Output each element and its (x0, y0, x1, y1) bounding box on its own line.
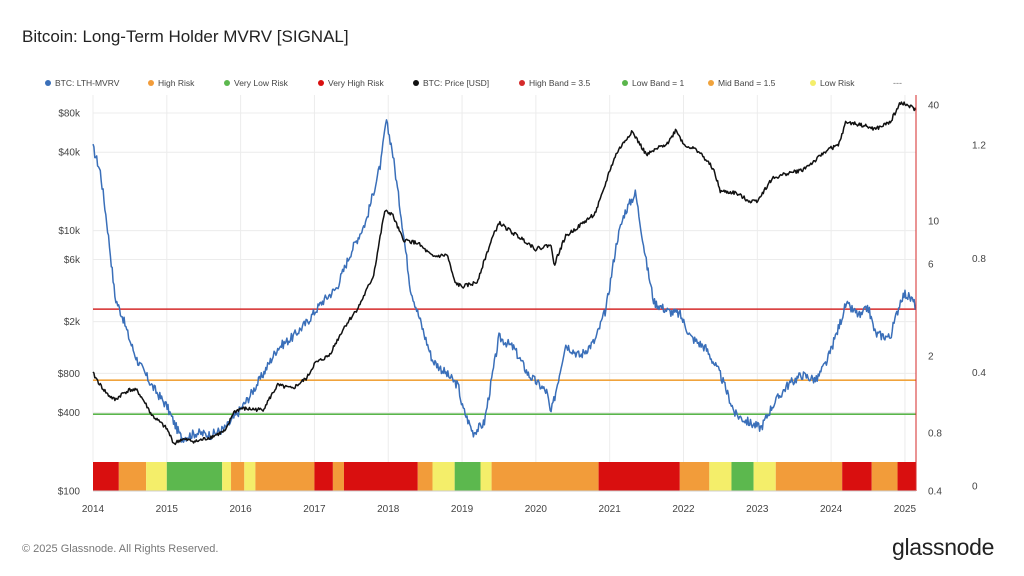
x-tick-label: 2016 (229, 504, 252, 515)
signal-segment (775, 462, 843, 491)
legend-dot (224, 80, 230, 86)
legend-dot (519, 80, 525, 86)
x-tick-label: 2019 (451, 504, 474, 515)
signal-segment (255, 462, 315, 491)
signal-segment (491, 462, 599, 491)
price-tick-label: $100 (58, 487, 81, 498)
glassnode-logo: glassnode (892, 534, 995, 560)
price-tick-label: $800 (58, 369, 81, 380)
signal-segment (231, 462, 245, 491)
legend-label: Very Low Risk (234, 78, 288, 88)
signal-segment (118, 462, 147, 491)
signal-segment (222, 462, 232, 491)
legend-item-very-low-risk[interactable]: Very Low Risk (224, 78, 288, 88)
x-tick-label: 2017 (303, 504, 326, 515)
x-tick-label: 2018 (377, 504, 400, 515)
legend-item-price[interactable]: BTC: Price [USD] (413, 78, 489, 88)
legend-item-high-band[interactable]: High Band = 3.5 (519, 78, 590, 88)
signal-segment (454, 462, 481, 491)
legend-item-lth-mvrv[interactable]: BTC: LTH-MVRV (45, 78, 119, 88)
chart-grid (92, 95, 916, 462)
legend-label: High Risk (158, 78, 195, 88)
signal-segment (93, 462, 119, 491)
chart-frame (93, 95, 917, 492)
mvrv-tick-label: 40 (928, 100, 940, 111)
legend-more-button[interactable]: --- (893, 78, 902, 88)
price-tick-label: $10k (58, 226, 81, 237)
mvrv-tick-label: 6 (928, 259, 934, 270)
mvrv-tick-label: 0.8 (928, 428, 942, 439)
x-tick-label: 2021 (599, 504, 622, 515)
legend-item-low-risk[interactable]: Low Risk (810, 78, 854, 88)
signal-segment (432, 462, 455, 491)
legend-dot (413, 80, 419, 86)
signal-segment (332, 462, 344, 491)
legend-item-low-band[interactable]: Low Band = 1 (622, 78, 684, 88)
legend-label: BTC: LTH-MVRV (55, 78, 120, 88)
legend-item-high-risk[interactable]: High Risk (148, 78, 194, 88)
signal-segment (842, 462, 872, 491)
signal-segment (417, 462, 433, 491)
legend-item-mid-band[interactable]: Mid Band = 1.5 (708, 78, 775, 88)
series-line-lth-mvrv (92, 119, 917, 443)
price-tick-label: $40k (58, 148, 81, 159)
x-tick-label: 2025 (894, 504, 917, 515)
price-tick-label: $80k (58, 109, 81, 120)
signal-segment (897, 462, 916, 491)
x-tick-label: 2022 (672, 504, 695, 515)
signal-segment (146, 462, 167, 491)
signal-bar (93, 462, 916, 491)
chart-axes: 2014 2015 2016 2017 2018 2019 2020 2021 2022 2023… (58, 100, 987, 515)
price-tick-label: $2k (64, 317, 81, 328)
x-tick-label: 2014 (82, 504, 105, 515)
signal-segment (679, 462, 710, 491)
outer-tick-label: 0 (972, 482, 978, 493)
legend-dot (810, 80, 816, 86)
legend-dot (318, 80, 324, 86)
signal-segment (753, 462, 776, 491)
copyright-footer: © 2025 Glassnode. All Rights Reserved. (22, 543, 219, 555)
signal-segment (480, 462, 492, 491)
legend-label: Low Risk (820, 78, 855, 88)
legend-label: BTC: Price [USD] (423, 78, 490, 88)
legend-label: High Band = 3.5 (529, 78, 591, 88)
x-tick-label: 2023 (746, 504, 769, 515)
page-title: Bitcoin: Long-Term Holder MVRV [SIGNAL] (22, 27, 349, 46)
x-tick-label: 2015 (156, 504, 179, 515)
signal-segment (731, 462, 754, 491)
mvrv-tick-label: 10 (928, 217, 940, 228)
signal-segment (166, 462, 223, 491)
signal-segment (314, 462, 333, 491)
outer-tick-label: 0.8 (972, 254, 986, 265)
price-tick-label: $400 (58, 408, 81, 419)
legend-label: Mid Band = 1.5 (718, 78, 776, 88)
x-tick-label: 2024 (820, 504, 843, 515)
chart-legend: BTC: LTH-MVRV High Risk Very Low Risk Ve… (0, 78, 1024, 92)
price-tick-label: $6k (64, 255, 81, 266)
chart-series (92, 101, 917, 446)
mvrv-tick-label: 2 (928, 352, 934, 363)
outer-tick-label: 0.4 (972, 368, 986, 379)
legend-label: Low Band = 1 (632, 78, 685, 88)
signal-segment (871, 462, 898, 491)
legend-label: Very High Risk (328, 78, 384, 88)
signal-segment (709, 462, 732, 491)
x-tick-label: 2020 (525, 504, 548, 515)
legend-dot (622, 80, 628, 86)
legend-item-very-high-risk[interactable]: Very High Risk (318, 78, 384, 88)
series-line-price (92, 101, 917, 446)
band-lines (93, 308, 916, 415)
signal-segment (244, 462, 256, 491)
legend-dot (708, 80, 714, 86)
signal-segment (598, 462, 680, 491)
legend-dot (45, 80, 51, 86)
outer-tick-label: 1.2 (972, 141, 986, 152)
mvrv-tick-label: 0.4 (928, 487, 942, 498)
signal-segment (343, 462, 418, 491)
legend-dot (148, 80, 154, 86)
